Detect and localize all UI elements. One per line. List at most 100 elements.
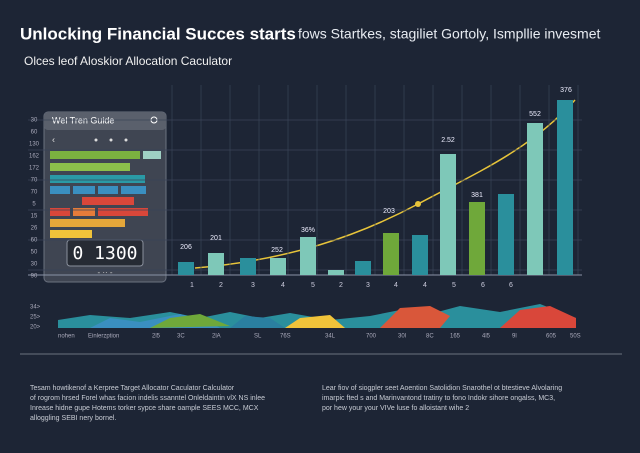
strip-label: Einlerzption <box>88 334 119 340</box>
strip-label: nohen <box>58 334 75 340</box>
strip-band <box>380 306 450 328</box>
x-tick-label: 2 <box>339 282 343 289</box>
bar <box>440 154 456 275</box>
side-label: 70 <box>31 178 38 184</box>
display-value: 0 1300 <box>72 243 137 264</box>
side-label: 30 <box>31 118 38 124</box>
strip-left-label: 20> <box>30 325 41 331</box>
strip-left-label: 25> <box>30 315 41 321</box>
bar-row <box>82 197 134 205</box>
strip-label: 50S <box>570 334 581 340</box>
bar-row <box>98 186 118 194</box>
annotation: 381 <box>471 192 483 199</box>
side-label: 30 <box>31 262 38 268</box>
bar <box>412 235 428 275</box>
strip-label: 4l5 <box>482 334 491 340</box>
side-label: 172 <box>29 166 40 172</box>
annotation: 36% <box>301 227 315 234</box>
x-tick-label: 5 <box>311 282 315 289</box>
bar-row <box>121 186 146 194</box>
x-tick-label: 4 <box>423 282 427 289</box>
bar-row <box>98 208 148 216</box>
bar-row <box>143 151 161 159</box>
trend-dot <box>415 201 421 207</box>
dot <box>94 138 98 142</box>
strip-left-label: 34> <box>30 305 41 311</box>
footer-right: imarpic fted s and Marinvantond tratiny … <box>322 395 555 402</box>
display-dots: - ·· - <box>97 268 112 277</box>
footer-right: por hew your your VIVe luse fo alloistan… <box>322 405 469 412</box>
x-tick-label: 5 <box>452 282 456 289</box>
annotation: 2.52 <box>441 137 455 144</box>
title: Unlocking Financial Succes starts <box>20 24 296 43</box>
side-label: 162 <box>29 154 40 160</box>
bar-row <box>50 186 70 194</box>
strip-label: SL <box>254 334 262 340</box>
bar <box>240 258 256 275</box>
side-label: 130 <box>29 142 40 148</box>
strip-label: 76S <box>280 334 291 340</box>
bar-row <box>50 175 145 183</box>
footer-left: Inrease hidne gupe Hotems torker sypce s… <box>30 405 259 412</box>
x-tick-label: 2 <box>219 282 223 289</box>
dot <box>109 138 113 142</box>
strip-label: 34L <box>325 334 336 340</box>
x-tick-label: 3 <box>251 282 255 289</box>
strip-band <box>500 306 576 328</box>
bar <box>270 258 286 275</box>
bar <box>208 253 224 275</box>
bar <box>178 262 194 275</box>
annotation: 201 <box>210 235 222 242</box>
side-label: 60 <box>31 130 38 136</box>
strip-band <box>150 314 230 328</box>
side-label: 26 <box>31 226 38 232</box>
bar <box>469 202 485 275</box>
bar <box>328 270 344 275</box>
side-label: 60 <box>31 238 38 244</box>
footer-right: Lear fiov of siogpler seet Aoention Sato… <box>322 385 562 392</box>
strip-label: 700 <box>366 334 377 340</box>
strip-band <box>230 316 285 328</box>
strip-label: 165 <box>450 334 461 340</box>
bar-row <box>50 208 70 216</box>
calculator-header <box>44 112 166 130</box>
bar-row <box>50 230 92 238</box>
bar <box>383 233 399 275</box>
x-tick-label: 6 <box>481 282 485 289</box>
bar <box>355 261 371 275</box>
bar-row <box>73 186 95 194</box>
strip-label: 2l5 <box>152 334 161 340</box>
side-label: 70 <box>31 190 38 196</box>
calculator-title: Wel Tren Guide <box>52 115 114 125</box>
bar <box>498 194 514 275</box>
back-icon: ‹ <box>52 134 55 144</box>
x-tick-label: 4 <box>394 282 398 289</box>
x-tick-label: 4 <box>281 282 285 289</box>
bar-row <box>73 208 95 216</box>
annotation: 206 <box>180 244 192 251</box>
bar-row <box>50 219 125 227</box>
x-tick-label: 1 <box>190 282 194 289</box>
bar <box>557 100 573 275</box>
bar <box>300 237 316 275</box>
strip-label: 9l <box>512 334 517 340</box>
footer-left: Tesam howtikenof a Kerpree Target Alloca… <box>30 385 235 392</box>
title-rest: fows Startkes, stagiliet Gortoly, Ismpll… <box>298 26 601 42</box>
annotation: 552 <box>529 111 541 118</box>
side-label: 90 <box>31 274 38 280</box>
bar <box>527 123 543 275</box>
strip-label: 8C <box>426 334 434 340</box>
dot <box>124 138 128 142</box>
strip-label: 605 <box>546 334 557 340</box>
strip-label: 3C <box>177 334 185 340</box>
subtitle: Olces leof Aloskior Allocation Caculator <box>24 54 232 68</box>
bar-row <box>50 151 140 159</box>
annotation: 376 <box>560 87 572 94</box>
side-label: 5 <box>32 202 36 208</box>
annotation: 203 <box>383 208 395 215</box>
side-label: 50 <box>31 250 38 256</box>
strip-label: 30l <box>398 334 406 340</box>
x-tick-label: 3 <box>366 282 370 289</box>
